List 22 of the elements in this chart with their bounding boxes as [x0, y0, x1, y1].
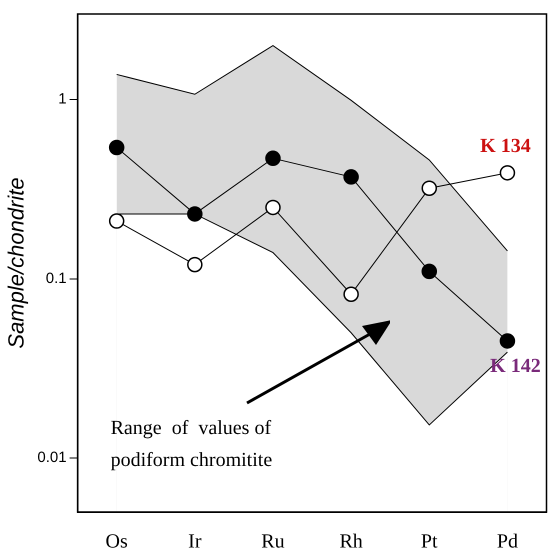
point [422, 264, 438, 280]
x-tick-label: Ir [188, 530, 202, 552]
point [343, 169, 359, 185]
x-tick-label: Pd [496, 530, 518, 552]
point [187, 206, 203, 222]
y-tick-label: 0.01 [37, 449, 67, 466]
series-label: K 134 [480, 135, 531, 158]
x-tick-label: Pt [420, 530, 438, 552]
series-label: K 142 [490, 355, 541, 378]
point [265, 200, 281, 216]
x-tick-label: Rh [339, 530, 363, 552]
y-axis-title: Sample/chondrite [3, 177, 28, 349]
point [108, 140, 124, 156]
x-tick-label: Os [106, 530, 128, 552]
x-tick-label: Ru [261, 530, 285, 552]
y-tick-label: 1 [58, 90, 67, 108]
point [343, 286, 359, 302]
annotation: Range of values of podiform chromitite [110, 417, 272, 471]
y-tick-label: 0.1 [46, 270, 67, 287]
point [422, 180, 438, 196]
point [500, 333, 516, 349]
point [265, 150, 281, 166]
